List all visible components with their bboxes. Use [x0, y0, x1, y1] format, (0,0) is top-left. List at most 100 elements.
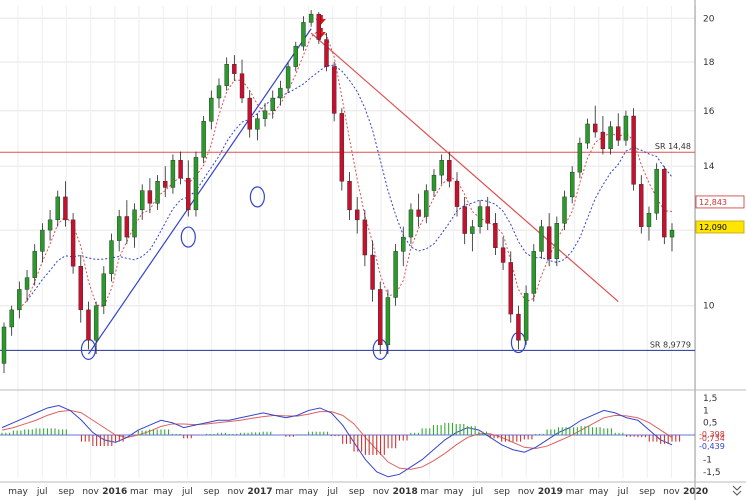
candle-body [354, 209, 360, 221]
candle-body [508, 262, 513, 315]
candle-body [608, 126, 613, 149]
candle-body [78, 265, 83, 311]
candle-body [163, 181, 168, 188]
candle-body [454, 181, 460, 207]
y-tick-label: 16 [703, 107, 715, 117]
candle-body [531, 251, 536, 294]
candle-body [9, 309, 14, 328]
chevron-down-icon [732, 485, 742, 496]
candle-body [569, 171, 575, 198]
candle-body [201, 121, 206, 158]
candle-body [500, 247, 506, 263]
candle-body [216, 85, 222, 99]
candle-body [669, 229, 675, 238]
price-tag-box [695, 220, 745, 234]
x-axis: may jul sep nov 2016 mar may jul sep nov 2017 mar ma… [8, 487, 708, 497]
x-tick-label: nov [663, 487, 680, 497]
candle-body [116, 216, 122, 241]
candle-body [324, 39, 329, 67]
x-tick-label: sep [58, 487, 74, 497]
price-tag-box [695, 195, 745, 209]
candle-body [193, 157, 199, 211]
candle-body [385, 297, 391, 346]
x-tick-label: jul [326, 487, 338, 497]
candle-body [239, 73, 245, 99]
candle-body [301, 22, 306, 47]
candle-body [339, 113, 345, 182]
candle-body [477, 206, 483, 227]
x-tick-label: 2019 [538, 487, 563, 497]
candle-body [485, 206, 490, 224]
circle-marker [180, 226, 196, 248]
x-tick-label: 2020 [683, 487, 708, 497]
y-tick-label: 18 [703, 58, 715, 68]
x-tick-label: jul [181, 487, 193, 497]
candle-body [270, 97, 275, 111]
x-tick-label: sep [494, 487, 510, 497]
candle-body [186, 177, 191, 211]
x-tick-label: may [8, 487, 28, 497]
candle-body [140, 190, 145, 211]
candle-body [47, 219, 53, 231]
candle-body [516, 313, 521, 341]
candle-body [262, 110, 268, 119]
candle-body [63, 196, 68, 221]
x-tick-label: 2018 [393, 487, 418, 497]
x-tick-label: sep [204, 487, 220, 497]
candle-body [639, 184, 644, 227]
candle-body [623, 115, 629, 141]
candle-body [393, 251, 398, 298]
y-tick-label: 10 [703, 302, 715, 312]
candle-body [470, 226, 475, 234]
candle-body [631, 115, 636, 185]
x-tick-label: may [444, 487, 464, 497]
candle-body [562, 196, 567, 224]
candle-body [308, 13, 314, 23]
candle-body [362, 219, 368, 256]
macd-y-tick-label: 1,5 [703, 394, 717, 404]
candle-body [86, 309, 91, 341]
candle-body [247, 97, 252, 130]
candle-body [40, 229, 45, 252]
x-tick-label: nov [518, 487, 535, 497]
candle-body [209, 97, 214, 122]
candle-body [285, 66, 291, 89]
y-tick-label: 20 [703, 14, 715, 24]
price-grid [0, 6, 697, 478]
x-tick-label: mar [566, 487, 584, 497]
macd-histogram [1, 422, 681, 455]
candle-body [331, 66, 337, 114]
candle-body [408, 209, 414, 238]
candle-body [416, 209, 421, 217]
candle-body [646, 212, 652, 227]
candle-body [24, 277, 30, 290]
x-tick-label: mar [130, 487, 148, 497]
candle-body [593, 123, 598, 133]
x-tick-label: mar [275, 487, 293, 497]
candle-body [439, 160, 444, 176]
circle-marker [249, 186, 265, 208]
candle-body [431, 174, 437, 191]
moving-average-slow [26, 64, 673, 301]
candle-body [232, 64, 237, 74]
x-tick-label: may [589, 487, 609, 497]
candle-body [316, 13, 322, 40]
downtrend-line [310, 32, 619, 303]
candle-body [101, 273, 107, 306]
candle-body [32, 251, 37, 278]
macd-y-tick-label: 1 [703, 406, 709, 416]
x-tick-label: jul [471, 487, 483, 497]
candle-body [539, 226, 544, 252]
candle-body [255, 118, 260, 130]
candle-body [401, 236, 406, 252]
candle-body [523, 293, 529, 341]
candle-body [155, 181, 160, 204]
candle-body [170, 160, 176, 188]
macd-panel: 1,5 1 0,5 -1 -1,5 -0,398-0,734-0,439 [0, 394, 725, 478]
annotations: SR 14,48 SR 8,9779 12,843 12,090 [0, 15, 745, 360]
x-tick-label: jul [36, 487, 48, 497]
x-tick-label: mar [420, 487, 438, 497]
candle-body [147, 190, 153, 204]
candle-body [93, 305, 99, 341]
macd-y-tick-label: -1 [703, 456, 712, 466]
